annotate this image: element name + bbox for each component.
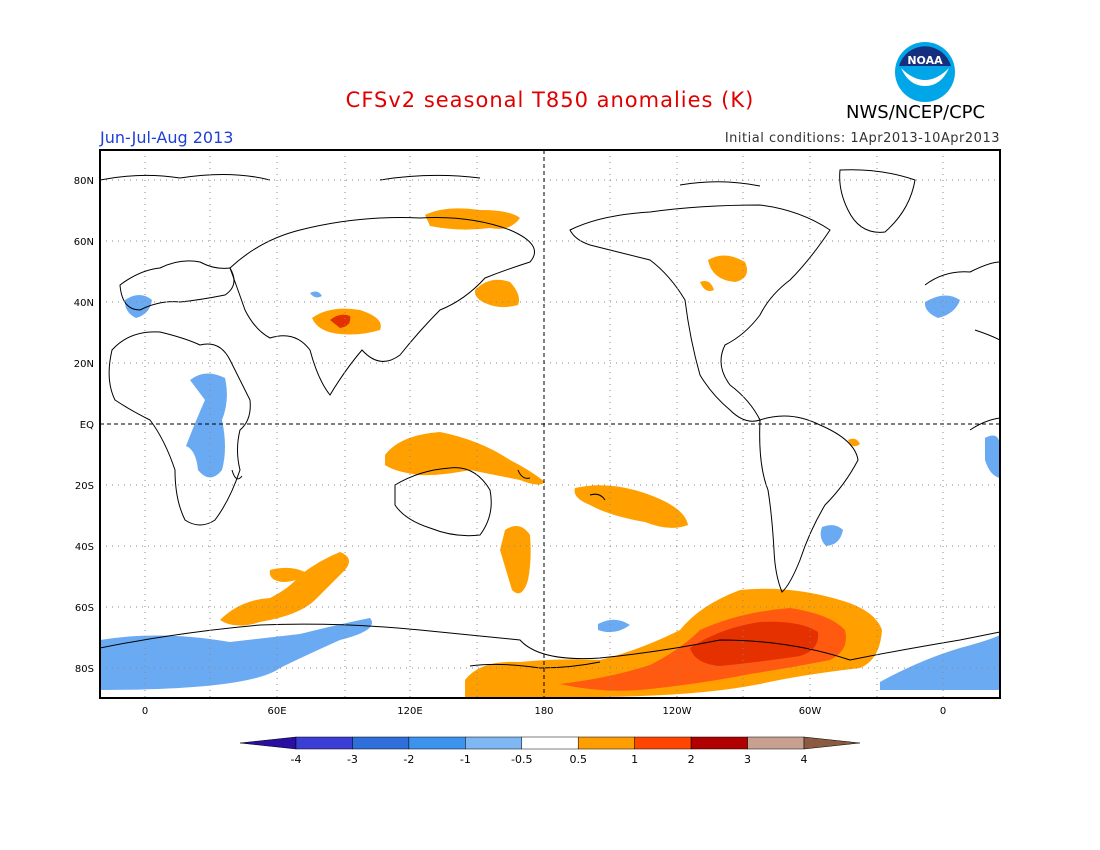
- south-america-coast: [759, 415, 859, 593]
- lon-label: 120W: [663, 706, 692, 717]
- lat-label: 60S: [75, 603, 94, 614]
- lat-label: 20S: [75, 481, 94, 492]
- lon-label: 0: [940, 706, 946, 717]
- colorbar-segment: [803, 736, 861, 750]
- lon-axis: 0 60E 120E 180 120W 60W 0: [142, 706, 946, 717]
- lat-label: 20N: [74, 359, 94, 370]
- australia-coast: [394, 467, 492, 537]
- cool-anomaly-regions: [100, 291, 1000, 690]
- colorbar-label: -1: [460, 753, 471, 766]
- europe-coast: [119, 260, 235, 311]
- initial-conditions: Initial conditions: 1Apr2013-10Apr2013: [724, 131, 1000, 146]
- lon-label: 120E: [397, 706, 422, 717]
- logo-text: NOAA: [907, 54, 943, 67]
- colorbar-label: -2: [403, 753, 414, 766]
- gridlines: [100, 150, 1000, 698]
- lat-label: 80S: [75, 664, 94, 675]
- map-frame: [99, 149, 1001, 699]
- map-title: CFSv2 seasonal T850 anomalies (K): [345, 88, 755, 112]
- forecast-period: Jun-Jul-Aug 2013: [100, 128, 234, 147]
- colorbar-label: 1: [631, 753, 638, 766]
- colorbar-segment: [465, 736, 523, 750]
- lat-label: EQ: [80, 420, 94, 431]
- africa-coast: [108, 331, 251, 526]
- colorbar-label: -0.5: [511, 753, 532, 766]
- coastlines: [100, 169, 1000, 669]
- lat-label: 40S: [75, 542, 94, 553]
- colorbar-segment: [408, 736, 466, 750]
- lon-label: 60W: [799, 706, 822, 717]
- lat-label: 80N: [74, 176, 94, 187]
- lat-label: 40N: [74, 298, 94, 309]
- asia-coast: [229, 217, 535, 396]
- colorbar-segment: [747, 736, 805, 750]
- greenland-coast: [839, 169, 916, 233]
- colorbar-label: -4: [291, 753, 302, 766]
- lon-label: 0: [142, 706, 148, 717]
- colorbar-segment: [295, 736, 353, 750]
- lon-label: 60E: [267, 706, 286, 717]
- agency-label: NWS/NCEP/CPC: [846, 102, 986, 123]
- lat-axis: 80N 60N 40N 20N EQ 20S 40S 60S 80S: [74, 176, 94, 675]
- colorbar-segment: [239, 736, 297, 750]
- north-america-coast: [569, 204, 831, 422]
- lat-label: 60N: [74, 237, 94, 248]
- colorbar-segment: [577, 736, 635, 750]
- lon-label: 180: [534, 706, 553, 717]
- colorbar-label: -3: [347, 753, 358, 766]
- antarctica-coast: [100, 623, 1000, 661]
- colorbar-label: 4: [801, 753, 808, 766]
- colorbar-segment: [690, 736, 748, 750]
- colorbar: -4 -3 -2 -1 -0.5 0.5 1 2 3 4: [239, 736, 861, 766]
- colorbar-label: 0.5: [569, 753, 587, 766]
- noaa-logo-icon: NOAA: [895, 42, 955, 102]
- colorbar-label: 3: [744, 753, 751, 766]
- colorbar-segment: [521, 736, 579, 750]
- colorbar-segment: [352, 736, 410, 750]
- colorbar-label: 2: [688, 753, 695, 766]
- colorbar-segment: [634, 736, 692, 750]
